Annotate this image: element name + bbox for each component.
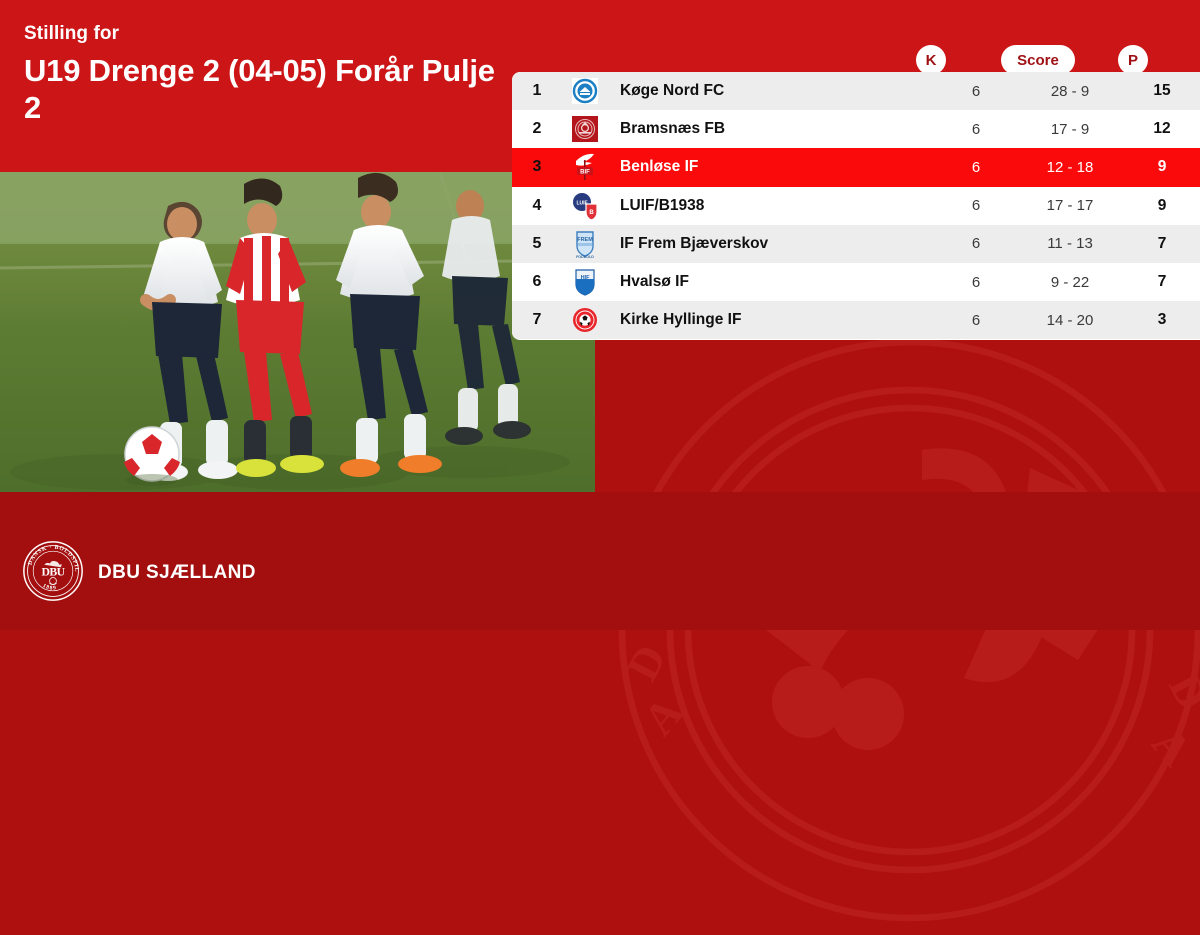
row-team: LUIF/B1938: [620, 196, 705, 214]
hvalso-if-crest: HIF: [562, 268, 608, 296]
svg-text:DBU: DBU: [42, 565, 66, 578]
row-rank: 1: [532, 82, 542, 100]
svg-text:A: A: [633, 687, 693, 744]
row-rank: 2: [532, 120, 542, 138]
table-row[interactable]: 5 FREM FODBOLD IF Frem Bjæverskov 6 11 - …: [512, 224, 1200, 263]
row-rank: 4: [532, 196, 542, 214]
table-row[interactable]: 1 Køge Nord FC 6 28 - 9 15: [512, 72, 1200, 111]
row-rank: 5: [532, 234, 542, 252]
svg-text:FREM: FREM: [577, 237, 593, 243]
row-points: 3: [1157, 311, 1167, 329]
row-points: 7: [1157, 234, 1167, 252]
table-row[interactable]: 6 HIF Hvalsø IF 6 9 - 22 7: [512, 262, 1200, 302]
table-row[interactable]: 4 LUIF B LUIF/B1938 6 17 - 17 9: [512, 186, 1200, 225]
table-row[interactable]: 7 Kirke Hyllinge IF 6 14 - 20 3: [512, 301, 1200, 340]
row-points: 9: [1157, 196, 1167, 214]
benlose-if-crest: BIF: [562, 152, 608, 182]
row-score: 28 - 9: [1050, 82, 1090, 100]
svg-text:HIF: HIF: [581, 275, 591, 281]
svg-text:B: B: [589, 210, 594, 216]
hero-photo: [0, 172, 595, 492]
svg-text:D: D: [1159, 665, 1200, 717]
table-row[interactable]: 2 Bramsnæs FB 6 17 - 9 12: [512, 110, 1200, 149]
row-points: 15: [1153, 82, 1171, 100]
kirke-hyllinge-if-crest: [562, 307, 608, 333]
row-team: Køge Nord FC: [620, 82, 725, 100]
row-matches: 6: [971, 197, 981, 215]
koge-nord-fc-crest: [562, 78, 608, 105]
footer-org-name: DBU SJÆLLAND: [98, 562, 256, 583]
row-points: 9: [1157, 158, 1167, 176]
row-rank: 7: [532, 311, 542, 329]
row-score: 12 - 18: [1046, 158, 1094, 176]
column-header-points: P: [1118, 45, 1148, 75]
footer-band: [0, 492, 1200, 630]
row-score: 17 - 17: [1046, 197, 1094, 215]
svg-text:BIF: BIF: [580, 170, 590, 176]
svg-text:1889: 1889: [42, 583, 58, 592]
row-score: 11 - 13: [1047, 235, 1093, 253]
row-matches: 6: [971, 235, 981, 253]
page-title: U19 Drenge 2 (04-05) Forår Pulje 2: [24, 53, 495, 125]
row-rank: 6: [532, 273, 542, 291]
row-matches: 6: [971, 120, 981, 138]
svg-text:LUIF: LUIF: [576, 200, 587, 206]
svg-text:A: A: [1142, 718, 1200, 775]
row-score: 14 - 20: [1046, 311, 1094, 329]
svg-text:D: D: [617, 637, 676, 689]
column-header-score: Score: [1001, 45, 1075, 75]
row-team: IF Frem Bjæverskov: [620, 234, 769, 252]
dbu-logo: DANSK · BOLDSPIL · UNION 1889 DBU: [19, 536, 84, 602]
column-header-matches: K: [916, 45, 946, 75]
if-frem-bjaeverskov-crest: FREM FODBOLD: [562, 229, 608, 259]
row-team: Hvalsø IF: [620, 273, 689, 291]
row-matches: 6: [971, 311, 981, 329]
row-rank: 3: [532, 158, 542, 176]
table-row-highlighted[interactable]: 3 BIF Benløse IF 6 12 - 18 9: [512, 148, 1200, 187]
row-team: Kirke Hyllinge IF: [620, 311, 742, 329]
header-kicker: Stilling for: [24, 23, 120, 44]
row-matches: 6: [971, 82, 981, 100]
dbu-watermark-logo: D A D A: [610, 330, 1200, 930]
row-points: 12: [1153, 120, 1171, 138]
svg-text:FODBOLD: FODBOLD: [576, 255, 594, 259]
row-matches: 6: [971, 273, 981, 291]
row-matches: 6: [971, 158, 981, 176]
row-score: 17 - 9: [1050, 120, 1090, 138]
row-team: Bramsnæs FB: [620, 120, 726, 138]
standings-table: 1 Køge Nord FC 6 28 - 9 15 2 Bramsnæs FB…: [512, 72, 1200, 340]
row-points: 7: [1157, 273, 1167, 291]
row-score: 9 - 22: [1050, 273, 1090, 291]
row-team: Benløse IF: [620, 158, 699, 176]
luif-b1938-crest: LUIF B: [562, 192, 608, 220]
bramsnaes-fb-crest: [562, 116, 608, 143]
